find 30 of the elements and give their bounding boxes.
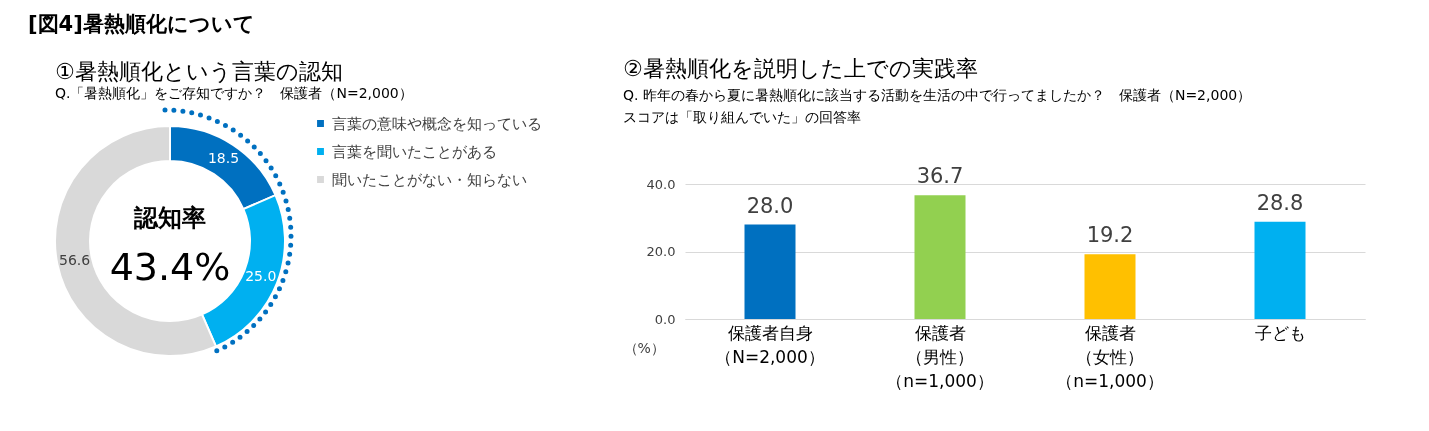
y-tick-label: 40.0	[646, 176, 676, 192]
x-tick-label: 保護者（女性）（n=1,000）	[1056, 322, 1164, 391]
bar	[1084, 254, 1136, 319]
y-tick-label: 20.0	[646, 244, 676, 259]
data-label: 19.2	[1086, 223, 1134, 248]
x-tick-label: 子ども	[1254, 322, 1306, 343]
y-axis-title: （%）	[623, 339, 665, 356]
text: 43.4%	[109, 245, 231, 289]
data-label: 56.6	[58, 251, 91, 268]
chart-subtitle: Q.「暑熱順化」をご存知ですか？ 保護者（N=2,000）	[55, 85, 413, 101]
y-tick-label: 0.0	[654, 311, 676, 327]
data-label: 18.5	[207, 150, 240, 167]
bar	[1254, 221, 1306, 319]
data-label: 28.0	[746, 193, 794, 218]
legend-label: 聞いたことがない・知らない	[332, 170, 527, 189]
chart-title: ②暑熱順化を説明した上での実践率	[623, 56, 978, 82]
chart-title: ①暑熱順化という言葉の認知	[55, 59, 343, 84]
legend-label: 言葉を聞いたことがある	[332, 142, 497, 161]
bar	[744, 224, 796, 319]
x-tick-label: 保護者（男性）（n=1,000）	[886, 322, 994, 391]
data-label: 25.0	[245, 267, 277, 284]
legend-label: 言葉の意味や概念を知っている	[332, 114, 542, 133]
text: 認知率	[133, 204, 206, 232]
text: [図4]暑熱順化について	[28, 11, 255, 38]
data-label: 28.8	[1256, 190, 1304, 215]
bar	[914, 195, 966, 319]
chart-subtitle: Q. 昨年の春から夏に暑熱順化に該当する活動を生活の中で行ってましたか？ 保護者（N=2,000）	[623, 87, 1252, 104]
data-label: 36.7	[916, 164, 964, 189]
text: スコアは「取り組んでいた」の回答率	[623, 109, 861, 126]
x-tick-label: 保護者自身（N=2,000）	[715, 322, 825, 367]
